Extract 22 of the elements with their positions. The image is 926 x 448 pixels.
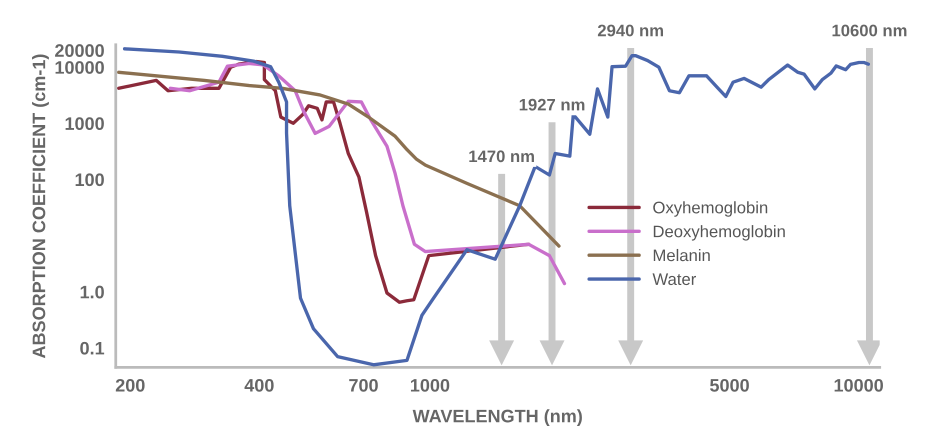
legend-label: Water: [652, 273, 696, 286]
ref-line-label: 1470 nm: [469, 150, 534, 162]
y-tick-label: 100: [76, 173, 104, 186]
legend-label: Oxyhemoglobin: [653, 201, 768, 217]
y-tick-label: 1000: [66, 117, 104, 130]
y-tick-label: 20000: [55, 44, 104, 57]
x-tick-label: 10000: [834, 378, 883, 392]
ref-line-label: 1927 nm: [520, 98, 584, 111]
y-tick-label: 0.1: [80, 342, 104, 355]
ref-line-label: 10600 nm: [832, 24, 906, 36]
x-tick-label: 200: [116, 378, 145, 392]
x-tick-label: 700: [349, 378, 378, 392]
x-tick-label: 5000: [710, 378, 749, 392]
ref-line-label: 2940 nm: [598, 24, 664, 36]
x-tick-label: 1000: [410, 378, 450, 392]
x-tick-label: 400: [244, 378, 274, 392]
y-axis-title: ABSORPTION COEFFICIENT (cm-1): [32, 54, 49, 358]
x-axis-title: WAVELENGTH (nm): [412, 409, 582, 426]
y-tick-label: 10000: [56, 61, 104, 74]
y-tick-label: 1.0: [80, 286, 104, 298]
legend-label: Melanin: [654, 248, 710, 262]
legend-label: Deoxyhemoglobin: [654, 225, 785, 241]
